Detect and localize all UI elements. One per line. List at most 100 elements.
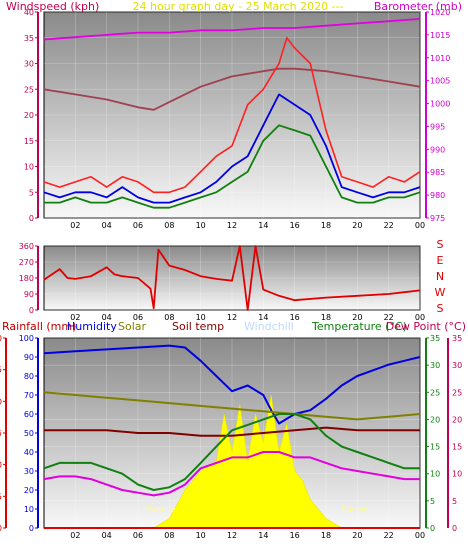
temp-x-tick-label: 12 <box>227 531 237 540</box>
humidity-tick-label: 70 <box>24 391 34 400</box>
windspeed-tick-label: 5 <box>29 188 34 197</box>
wind-x-tick-label: 20 <box>352 221 362 230</box>
wind-x-tick-label: 10 <box>196 221 206 230</box>
wind-x-tick-label: 18 <box>321 221 331 230</box>
wind-x-tick-label: 02 <box>70 221 80 230</box>
barometer-tick-label: 1020 <box>430 8 450 17</box>
temp-x-tick-label: 04 <box>102 531 112 540</box>
dewpoint-tick-label: 15 <box>452 443 462 452</box>
wind-panel <box>43 11 421 219</box>
direction-x-tick-label: 04 <box>102 313 112 322</box>
temperature-axis-label: Temperature (°C) <box>311 320 407 333</box>
direction-tick-label: 180 <box>19 274 34 283</box>
dewpoint-tick-label: 30 <box>452 361 462 370</box>
windchill-axis-label: Windchill <box>244 320 294 333</box>
windspeed-tick-label: 25 <box>24 85 34 94</box>
barometer-tick-label: 975 <box>430 214 445 223</box>
humidity-tick-label: 60 <box>24 410 34 419</box>
wind-x-tick-label: 04 <box>102 221 112 230</box>
barometer-tick-label: 1010 <box>430 54 450 63</box>
rainfall-tick-label: 0 <box>0 524 2 533</box>
temperature-tick-label: 35 <box>430 334 440 343</box>
series-dew-point <box>43 451 420 497</box>
humidity-tick-label: 10 <box>24 505 34 514</box>
dewpoint-tick-label: 35 <box>452 334 462 343</box>
direction-label-S: S <box>437 302 444 315</box>
direction-x-tick-label: 06 <box>133 313 143 322</box>
windspeed-tick-label: 10 <box>24 163 34 172</box>
temperature-tick-label: 15 <box>430 443 440 452</box>
windspeed-tick-label: 30 <box>24 60 34 69</box>
direction-tick-label: 270 <box>19 258 34 267</box>
humidity-tick-label: 80 <box>24 372 34 381</box>
humidity-axis-label: Humidity <box>67 320 117 333</box>
dewpoint-tick-label: 20 <box>452 415 462 424</box>
barometer-tick-label: 1000 <box>430 100 450 109</box>
sunrise-annotation: Sunrise <box>146 505 176 514</box>
direction-x-tick-label: 20 <box>352 313 362 322</box>
windspeed-tick-label: 35 <box>24 34 34 43</box>
temp-x-tick-label: 22 <box>384 531 394 540</box>
direction-x-tick-label: 08 <box>164 313 174 322</box>
rainfall-tick-label: 25 <box>0 366 2 375</box>
wind-x-tick-label: 22 <box>384 221 394 230</box>
temp-x-tick-label: 16 <box>290 531 300 540</box>
rainfall-axis-label: Rainfall (mm) <box>2 320 76 333</box>
direction-x-tick-label: 18 <box>321 313 331 322</box>
chart-title: 24 hour graph day - 25 March 2020 --- <box>133 0 344 13</box>
temp-x-tick-label: 20 <box>352 531 362 540</box>
rainfall-tick-label: 30 <box>0 334 2 343</box>
humidity-tick-label: 30 <box>24 467 34 476</box>
dewpoint-axis-label: Dew Point (°C) <box>386 320 466 333</box>
temperature-tick-label: 20 <box>430 415 440 424</box>
wind-x-tick-label: 00 <box>415 221 425 230</box>
temp-x-tick-label: 08 <box>164 531 174 540</box>
barometer-axis-label: Barometer (mb) <box>374 0 462 13</box>
direction-tick-label: 360 <box>19 242 34 251</box>
dewpoint-tick-label: 0 <box>452 524 457 533</box>
temp-x-tick-label: 14 <box>258 531 268 540</box>
series-humidity <box>43 344 421 425</box>
dewpoint-tick-label: 5 <box>452 497 457 506</box>
direction-x-tick-label: 16 <box>290 313 300 322</box>
humidity-tick-label: 40 <box>24 448 34 457</box>
series-barometer <box>43 18 421 41</box>
direction-x-tick-label: 22 <box>384 313 394 322</box>
humidity-tick-label: 0 <box>29 524 34 533</box>
temperature-tick-label: 10 <box>430 470 440 479</box>
windspeed-tick-label: 15 <box>24 137 34 146</box>
barometer-tick-label: 985 <box>430 168 445 177</box>
temp-x-tick-label: 06 <box>133 531 143 540</box>
series-solar <box>43 391 421 421</box>
barometer-tick-label: 995 <box>430 122 445 131</box>
barometer-tick-label: 1005 <box>430 77 450 86</box>
direction-x-tick-label: 10 <box>196 313 206 322</box>
direction-label-W: W <box>435 286 446 299</box>
humidity-tick-label: 20 <box>24 486 34 495</box>
temperature-tick-label: 0 <box>430 524 435 533</box>
sunset-annotation: Sunset <box>342 505 369 514</box>
series-temperature <box>43 67 421 111</box>
series-gust <box>43 36 421 194</box>
humidity-tick-label: 50 <box>24 429 34 438</box>
rainfall-tick-label: 20 <box>0 397 2 406</box>
direction-x-tick-label: 00 <box>415 313 425 322</box>
series-temperature <box>43 413 420 491</box>
series-soil-temp <box>44 426 420 437</box>
rainfall-tick-label: 10 <box>0 461 2 470</box>
rainfall-tick-label: 5 <box>0 492 2 501</box>
windspeed-tick-label: 40 <box>24 8 34 17</box>
series-average <box>44 124 421 209</box>
barometer-tick-label: 990 <box>430 145 445 154</box>
direction-tick-label: 0 <box>29 306 34 315</box>
temperature-tick-label: 25 <box>430 388 440 397</box>
temperature-tick-label: 30 <box>430 361 440 370</box>
dewpoint-tick-label: 10 <box>452 470 462 479</box>
rainfall-tick-label: 15 <box>0 429 2 438</box>
windspeed-tick-label: 20 <box>24 111 34 120</box>
series-solar-radiation <box>152 394 343 529</box>
direction-x-tick-label: 02 <box>70 313 80 322</box>
temp-x-tick-label: 18 <box>321 531 331 540</box>
wind-x-tick-label: 08 <box>164 221 174 230</box>
